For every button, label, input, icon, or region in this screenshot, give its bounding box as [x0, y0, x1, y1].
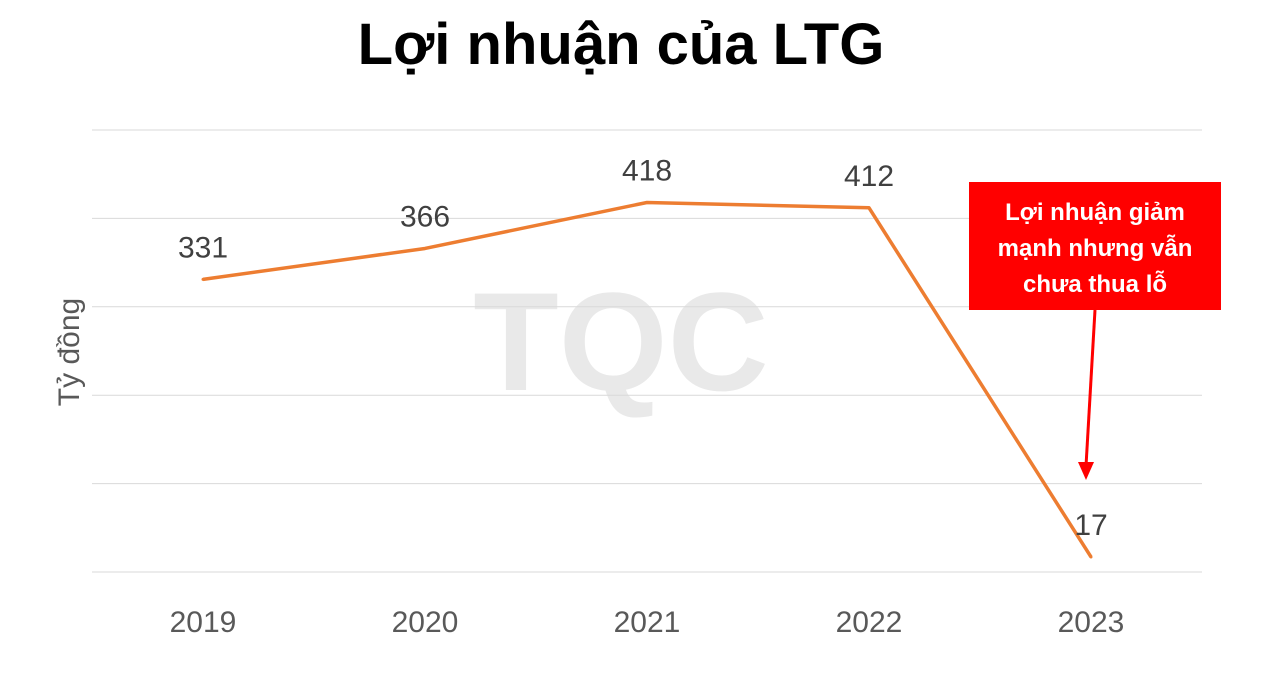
series-group: [201, 200, 1093, 559]
callout-arrow-shaft: [1084, 309, 1097, 467]
callout-arrow-head: [1078, 462, 1094, 480]
watermark: TQC: [473, 263, 769, 420]
data-labels: 331 366 418 412 17: [178, 154, 1108, 541]
callout-line-1: Lợi nhuận giảm: [1005, 199, 1185, 226]
data-label: 366: [400, 200, 450, 233]
chart-title: Lợi nhuận của LTG: [358, 12, 885, 77]
data-label: 418: [622, 154, 672, 187]
x-tick-label: 2022: [836, 606, 903, 639]
gridlines: [92, 129, 1202, 573]
x-tick-label: 2020: [392, 606, 459, 639]
data-label: 331: [178, 231, 228, 264]
x-tick-labels: 2019 2020 2021 2022 2023: [170, 606, 1125, 639]
data-label: 412: [844, 160, 894, 193]
x-tick-label: 2023: [1058, 606, 1125, 639]
data-point: [867, 206, 871, 210]
x-tick-label: 2021: [614, 606, 681, 639]
data-point: [645, 200, 649, 204]
annotation-callout: Lợi nhuận giảm mạnh nhưng vẫn chưa thua …: [969, 182, 1221, 480]
callout-line-3: chưa thua lỗ: [1023, 270, 1167, 298]
callout-line-2: mạnh nhưng vẫn: [998, 234, 1193, 262]
data-point: [423, 246, 427, 250]
data-label: 17: [1074, 509, 1107, 542]
x-tick-label: 2019: [170, 606, 237, 639]
data-point: [201, 277, 205, 281]
data-point: [1089, 555, 1093, 559]
callout-box: [969, 182, 1221, 310]
y-axis-label: Tỷ đồng: [53, 298, 86, 406]
